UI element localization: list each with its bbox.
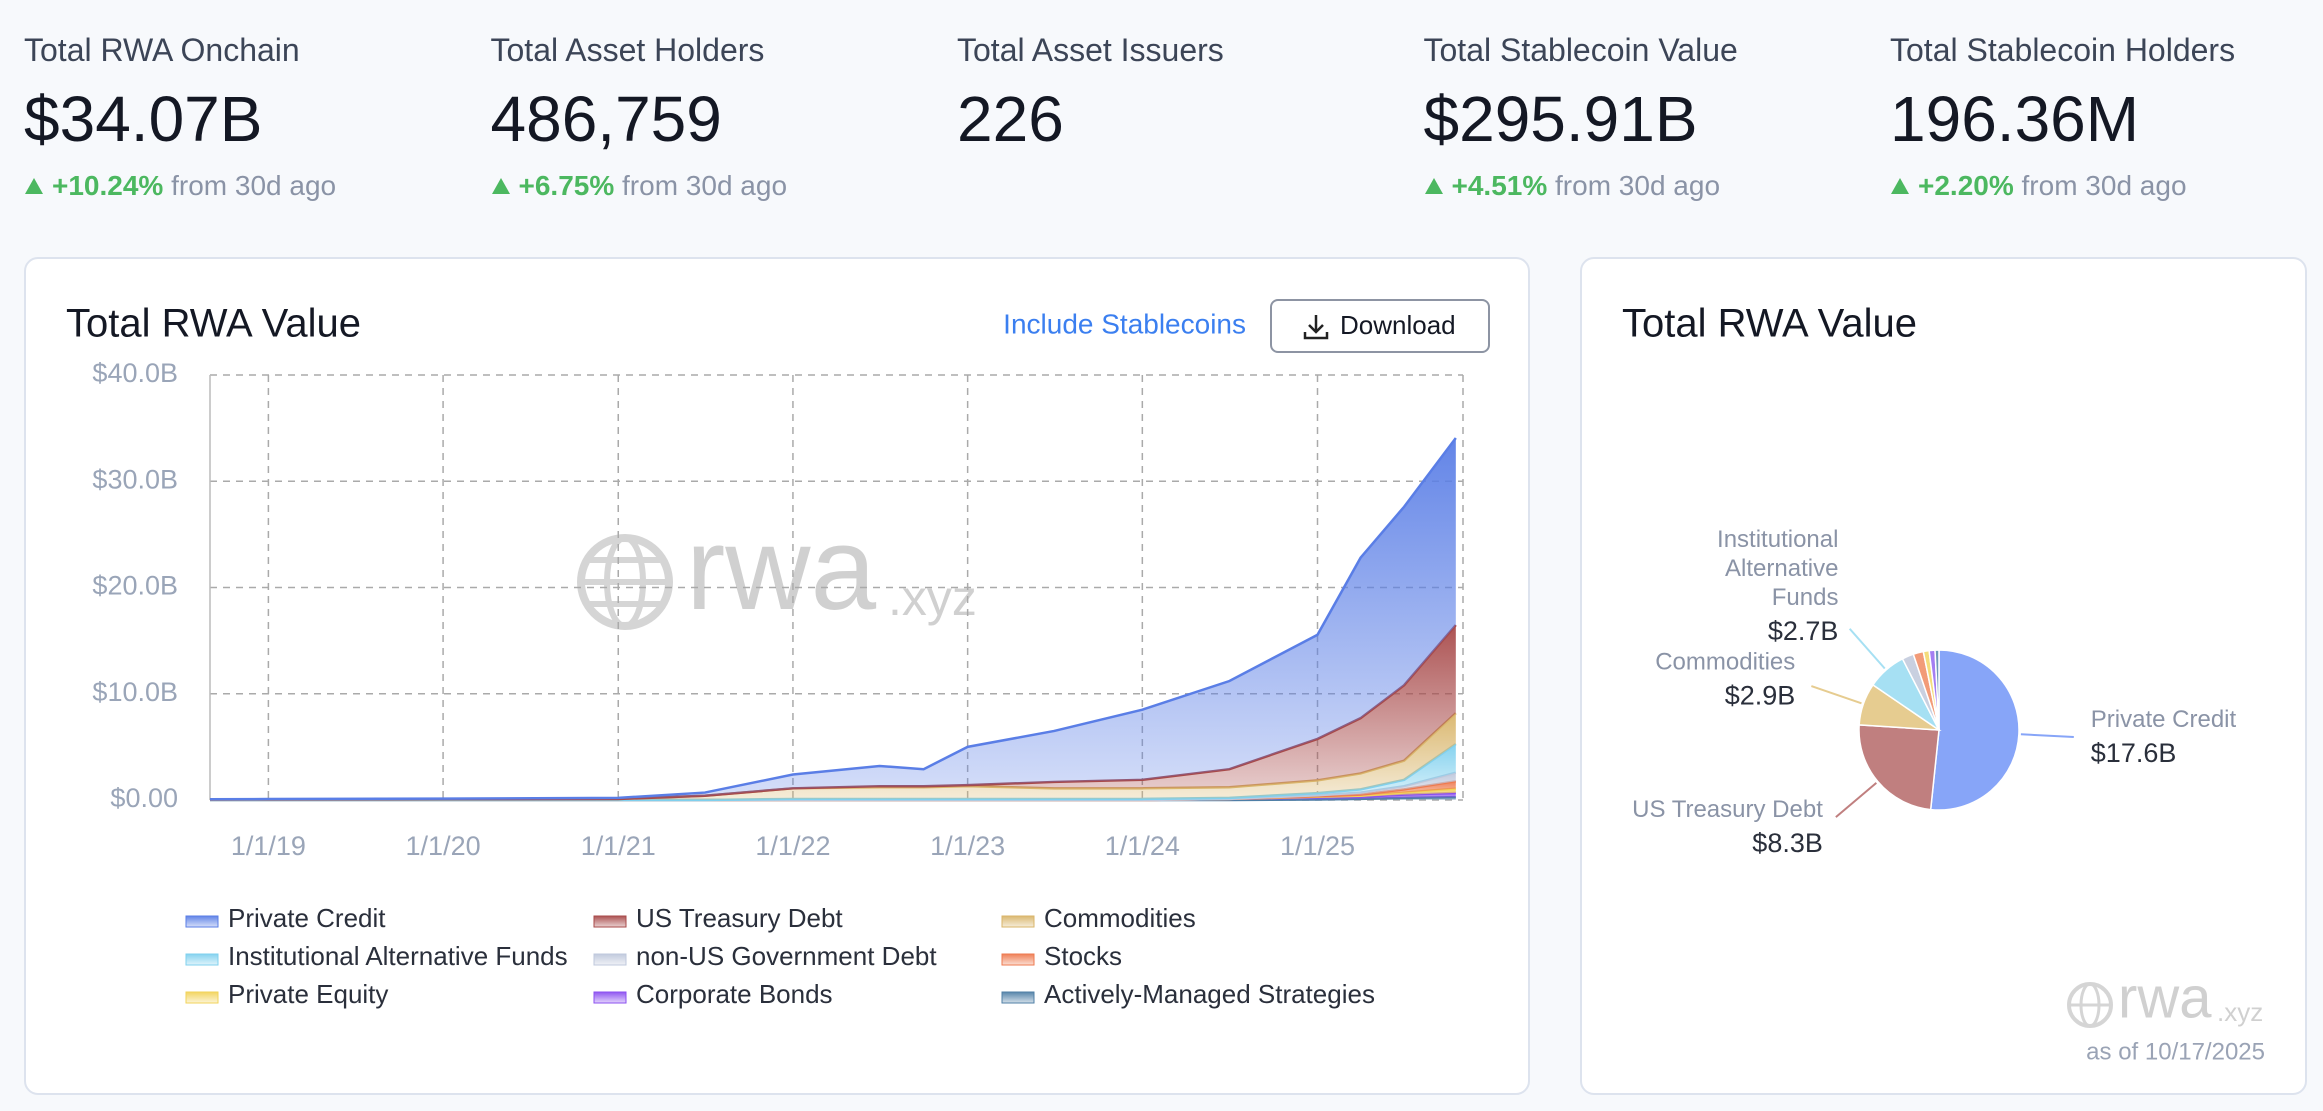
legend-swatch: [593, 991, 627, 1004]
pie-label-line: Commodities: [1655, 649, 1795, 676]
up-arrow: [1424, 178, 1443, 194]
x-tick-label: 1/1/25: [1280, 831, 1355, 861]
legend-label: US Treasury Debt: [636, 903, 843, 933]
x-tick-label: 1/1/19: [231, 831, 306, 861]
x-tick-label: 1/1/21: [581, 831, 656, 861]
leader-line: [1811, 685, 1862, 705]
stat-change: +4.51% from 30d ago: [1424, 170, 1721, 202]
stat-value: $295.91B: [1423, 83, 1698, 155]
change-value: +10.24%: [52, 170, 164, 201]
watermark-brand: rwa: [686, 503, 877, 635]
area-outline: [209, 437, 1457, 801]
change-suffix: from 30d ago: [1555, 170, 1721, 201]
stat-value: 196.36M: [1890, 83, 2140, 155]
legend-label: Private Equity: [228, 979, 388, 1009]
legend-label: Commodities: [1044, 903, 1196, 933]
pie-slice: [1934, 649, 1940, 731]
stat-change: +2.20% from 30d ago: [1890, 170, 2187, 202]
watermark-small: rwa .xyz: [2067, 965, 2263, 1030]
stat-change: +6.75% from 30d ago: [491, 170, 788, 202]
pie-label-line: US Treasury Debt: [1632, 796, 1823, 823]
legend-swatch: [1001, 915, 1035, 928]
up-arrow: [491, 178, 510, 194]
x-tick-label: 1/1/20: [406, 831, 481, 861]
pie-value-label: $8.3B: [1752, 828, 1823, 858]
watermark-domain: .xyz: [2217, 997, 2263, 1027]
up-arrow-icon: [25, 178, 43, 194]
as-of-date: as of 10/17/2025: [2086, 1038, 2265, 1065]
area: [210, 792, 1456, 800]
leader-line: [1848, 628, 1886, 670]
legend-swatch: [593, 915, 627, 928]
watermark: rwa .xyz: [577, 503, 977, 635]
pie-label: Private Credit: [2091, 706, 2237, 733]
pie-label-line: Funds: [1772, 584, 1839, 611]
change-value: +2.20%: [1918, 170, 2014, 201]
stat-value: 486,759: [490, 83, 722, 155]
pie-value-label: $17.6B: [2091, 738, 2177, 768]
y-tick-label: $0.00: [110, 783, 178, 813]
stat-value: $34.07B: [24, 83, 263, 155]
pie-label: Institutional Alternative Funds: [1717, 526, 1838, 611]
x-tick-label: 1/1/23: [930, 831, 1005, 861]
legend-label: non-US Government Debt: [636, 941, 937, 971]
y-tick-label: $10.0B: [92, 677, 178, 707]
change-suffix: from 30d ago: [171, 170, 337, 201]
stat-value: 226: [957, 83, 1064, 155]
leader-line: [2020, 733, 2074, 739]
change-value: +6.75%: [518, 170, 615, 201]
chart-title: Total RWA Value: [1622, 302, 1917, 346]
legend-label: Institutional Alternative Funds: [228, 941, 568, 971]
legend-swatch: [185, 953, 219, 966]
change-suffix: from 30d ago: [622, 170, 788, 201]
change-suffix: from 30d ago: [2021, 170, 2187, 201]
stat-label: Total Asset Holders: [490, 32, 765, 68]
x-tick-label: 1/1/22: [755, 831, 830, 861]
stat-label: Total Asset Issuers: [957, 32, 1224, 68]
stat-label: Total Stablecoin Holders: [1890, 32, 2236, 68]
pie-slice: [1929, 649, 2020, 811]
pie-label-line: Institutional: [1717, 526, 1838, 553]
area: [210, 713, 1456, 800]
legend-swatch: [1001, 953, 1035, 966]
y-tick-label: $20.0B: [92, 571, 178, 601]
pie-label-line: Alternative: [1725, 555, 1838, 582]
legend-label: Private Credit: [228, 903, 386, 933]
stat-label: Total RWA Onchain: [24, 32, 300, 68]
legend-swatch: [593, 953, 627, 966]
download-label[interactable]: Download: [1340, 310, 1456, 340]
include-stablecoins-toggle[interactable]: Include Stablecoins: [1003, 308, 1246, 339]
legend-swatch: [185, 915, 219, 928]
up-arrow-icon: [1424, 178, 1443, 194]
legend-swatch: [1001, 991, 1035, 1004]
pie-slice: [1858, 724, 1940, 811]
y-tick-label: $30.0B: [92, 464, 178, 494]
legend-label: Stocks: [1044, 941, 1122, 971]
pie-value-label: $2.9B: [1725, 681, 1796, 711]
pie-value-label: $2.7B: [1768, 616, 1839, 646]
up-arrow-icon: [1891, 178, 1909, 194]
up-arrow: [1891, 178, 1909, 194]
change-value: +4.51%: [1451, 170, 1548, 201]
chart-title: Total RWA Value: [66, 302, 361, 346]
stat-label: Total Stablecoin Value: [1423, 32, 1738, 68]
pie-label: Commodities: [1655, 649, 1795, 676]
leader-line: [1835, 782, 1877, 818]
pie-label-line: Private Credit: [2091, 706, 2237, 733]
y-tick-label: $40.0B: [92, 358, 178, 388]
legend-swatch: [185, 991, 219, 1004]
watermark-brand: rwa: [2118, 965, 2212, 1030]
legend-label: Corporate Bonds: [636, 979, 833, 1009]
download-icon: [1303, 315, 1329, 340]
up-arrow: [25, 178, 43, 194]
pie-label: US Treasury Debt: [1632, 796, 1823, 823]
up-arrow-icon: [491, 178, 510, 194]
watermark-domain: .xyz: [888, 570, 977, 626]
legend-label: Actively-Managed Strategies: [1044, 979, 1375, 1009]
stat-change: +10.24% from 30d ago: [24, 170, 336, 202]
x-tick-label: 1/1/24: [1105, 831, 1180, 861]
